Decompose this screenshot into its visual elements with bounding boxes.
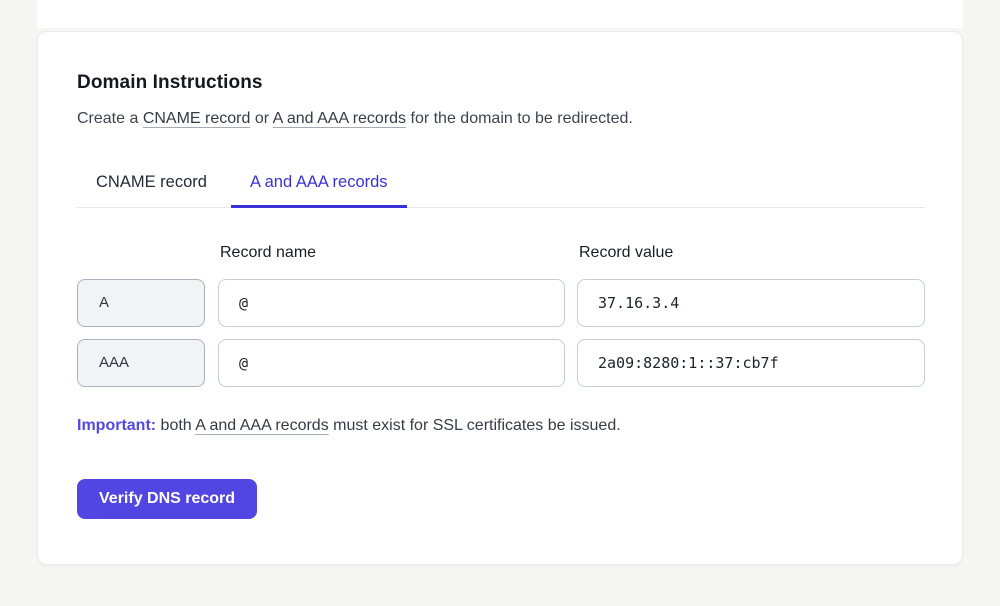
important-a-and-aaa-link[interactable]: A and AAA records	[195, 416, 329, 434]
intro-suffix: for the domain to be redirected.	[406, 110, 633, 127]
domain-instructions-card: Domain Instructions Create a CNAME recor…	[37, 31, 963, 565]
card-title: Domain Instructions	[77, 72, 263, 93]
table-row: AAA	[77, 338, 925, 387]
record-value-header: Record value	[579, 243, 674, 261]
dns-records-table: Record name Record value A AAA	[77, 244, 925, 387]
tab-a-and-aaa-records[interactable]: A and AAA records	[230, 173, 407, 208]
record-value-input-aaa[interactable]	[577, 338, 925, 387]
table-row: A	[77, 278, 925, 327]
record-type-chip-a: A	[77, 278, 205, 327]
record-type-chip-aaa: AAA	[77, 338, 205, 387]
cname-record-link[interactable]: CNAME record	[142, 110, 251, 127]
tab-cname-record[interactable]: CNAME record	[96, 172, 207, 191]
a-and-aaa-records-link[interactable]: A and AAA records	[272, 110, 407, 127]
previous-card-bottom-edge	[37, 0, 963, 28]
record-value-input-a[interactable]	[577, 278, 925, 327]
important-after-link: must exist for SSL certificates be issue…	[328, 416, 621, 434]
verify-dns-record-button[interactable]: Verify DNS record	[77, 478, 258, 519]
record-name-header: Record name	[220, 243, 317, 261]
important-before-link: both	[156, 416, 196, 434]
important-label: Important:	[77, 416, 157, 434]
intro-text: Create a CNAME record or A and AAA recor…	[77, 109, 925, 130]
record-name-input-aaa[interactable]	[218, 338, 565, 387]
record-type-tabs: CNAME record A and AAA records	[77, 173, 925, 208]
intro-prefix: Create a	[77, 110, 143, 127]
table-header-row: Record name Record value	[77, 244, 925, 262]
intro-middle: or	[250, 110, 273, 127]
record-name-input-a[interactable]	[218, 278, 565, 327]
important-note: Important: both A and AAA records must e…	[77, 417, 925, 435]
